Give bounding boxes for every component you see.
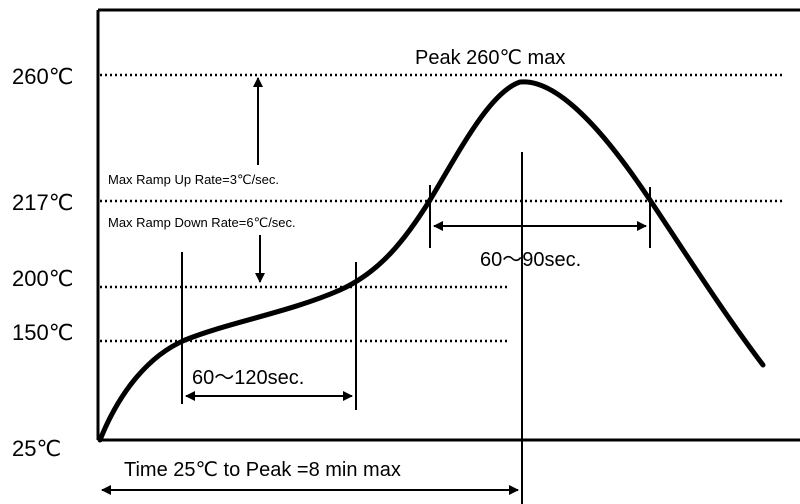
label-217: 217℃	[12, 190, 73, 215]
ramp-up-label: Max Ramp Up Rate=3℃/sec.	[108, 172, 279, 187]
ramp-down-label: Max Ramp Down Rate=6℃/sec.	[108, 215, 296, 230]
label-25: 25℃	[12, 436, 61, 461]
total-time-label: Time 25℃ to Peak =8 min max	[124, 459, 401, 481]
profile-curve	[97, 79, 766, 443]
label-200: 200℃	[12, 266, 73, 291]
label-150: 150℃	[12, 320, 73, 345]
peak-label: Peak 260℃ max	[415, 47, 565, 69]
above217-window-label: 60～90sec.	[480, 249, 581, 271]
soak-window-label: 60～120sec.	[192, 367, 304, 389]
label-260: 260℃	[12, 64, 73, 89]
